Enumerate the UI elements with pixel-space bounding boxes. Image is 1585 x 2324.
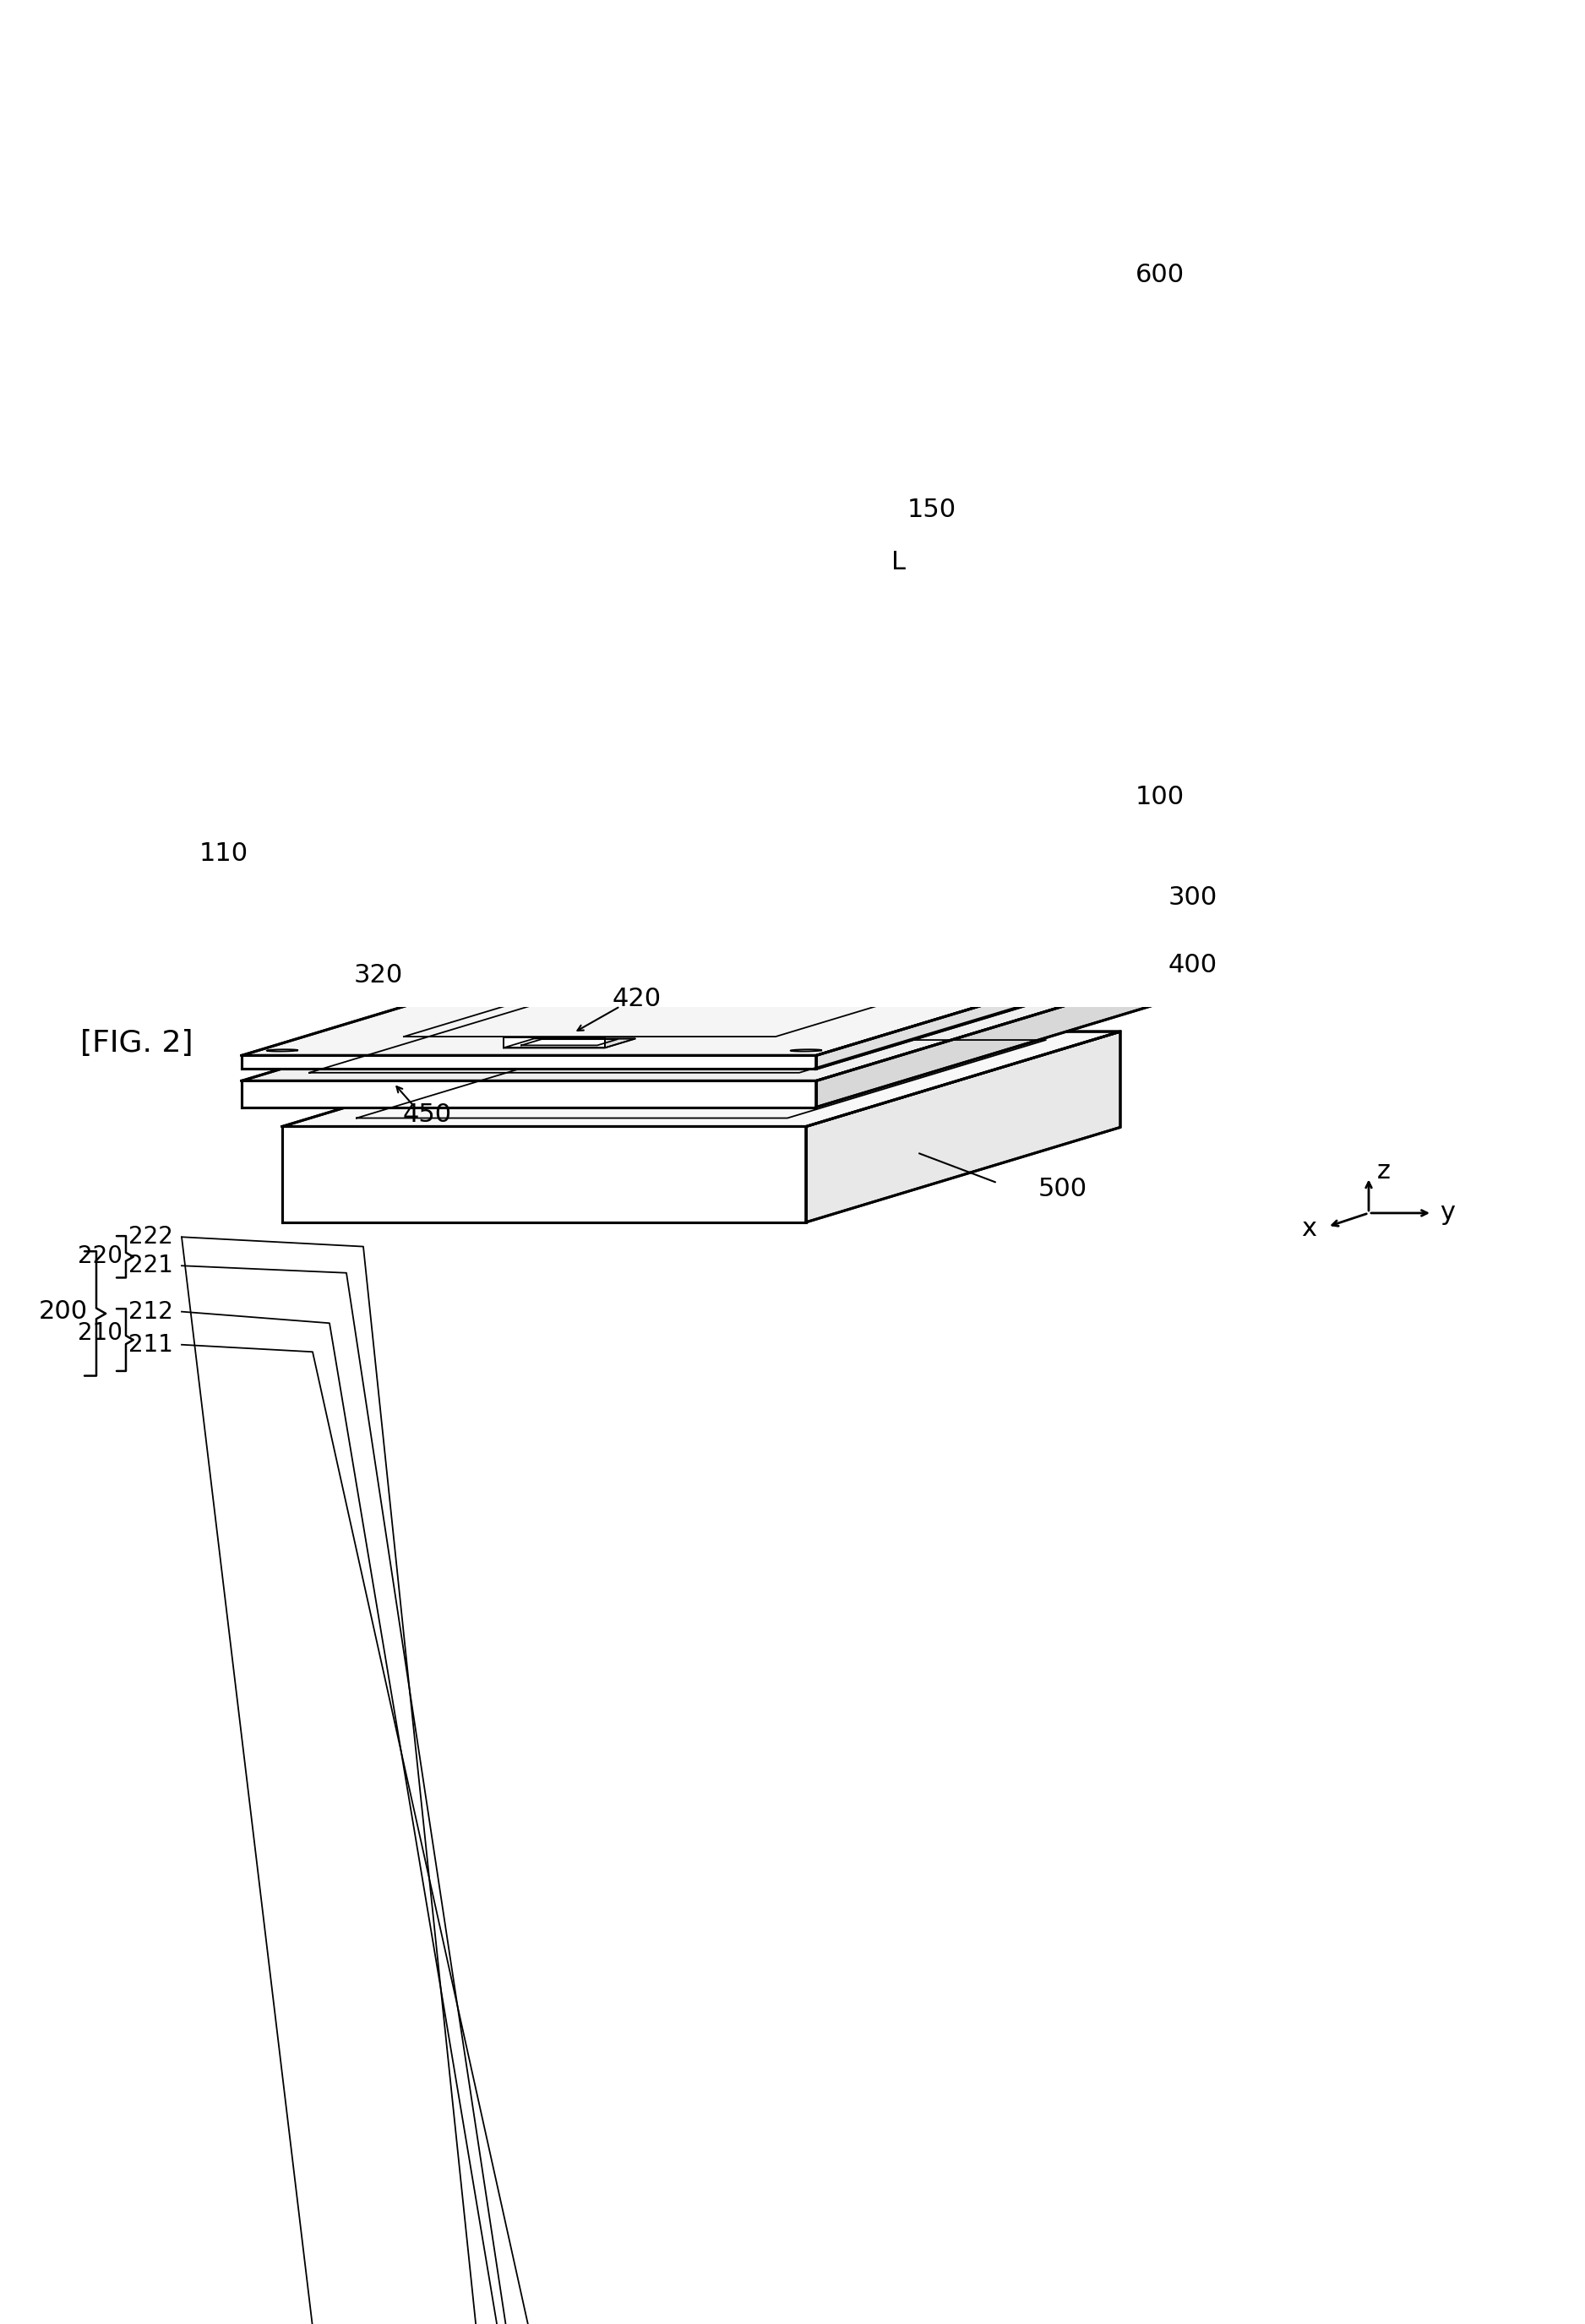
- Polygon shape: [579, 797, 655, 804]
- Polygon shape: [748, 848, 799, 881]
- Polygon shape: [574, 976, 656, 983]
- Polygon shape: [708, 644, 732, 690]
- Polygon shape: [507, 755, 896, 781]
- Polygon shape: [1002, 772, 1052, 804]
- Polygon shape: [537, 639, 865, 658]
- Polygon shape: [598, 644, 699, 653]
- Polygon shape: [468, 367, 599, 376]
- Text: 110: 110: [200, 841, 249, 867]
- Polygon shape: [357, 309, 615, 495]
- Polygon shape: [369, 709, 785, 727]
- Polygon shape: [629, 765, 655, 804]
- Polygon shape: [282, 370, 807, 504]
- Polygon shape: [325, 874, 401, 881]
- Polygon shape: [861, 644, 962, 653]
- Text: 400: 400: [1168, 953, 1217, 978]
- Polygon shape: [241, 1081, 816, 1106]
- Polygon shape: [325, 848, 376, 881]
- Polygon shape: [529, 827, 873, 851]
- Polygon shape: [472, 974, 533, 983]
- Text: 320: 320: [353, 962, 403, 988]
- Polygon shape: [807, 1032, 1121, 1222]
- Text: 300: 300: [1168, 885, 1217, 909]
- Polygon shape: [241, 976, 1160, 1081]
- Polygon shape: [369, 634, 1032, 709]
- Polygon shape: [472, 976, 555, 983]
- Polygon shape: [816, 885, 1160, 1002]
- Polygon shape: [241, 951, 1160, 1055]
- Polygon shape: [816, 976, 1160, 1106]
- Polygon shape: [282, 1127, 807, 1222]
- Polygon shape: [376, 841, 401, 881]
- Polygon shape: [708, 493, 732, 546]
- Polygon shape: [721, 367, 853, 376]
- Polygon shape: [282, 888, 807, 925]
- Polygon shape: [282, 1032, 1121, 1127]
- Polygon shape: [552, 851, 724, 867]
- Polygon shape: [441, 693, 542, 700]
- Text: 222: 222: [128, 1225, 173, 1248]
- Text: 150: 150: [907, 497, 956, 523]
- Polygon shape: [579, 772, 629, 804]
- Polygon shape: [327, 878, 393, 892]
- Polygon shape: [567, 832, 835, 848]
- Polygon shape: [282, 792, 1121, 888]
- Polygon shape: [785, 634, 1032, 727]
- Text: [FIG. 2]: [FIG. 2]: [81, 1030, 193, 1057]
- Polygon shape: [504, 1039, 636, 1048]
- Polygon shape: [670, 500, 708, 546]
- Text: 500: 500: [1038, 1176, 1087, 1202]
- Polygon shape: [670, 683, 732, 690]
- Polygon shape: [507, 660, 896, 683]
- Text: x: x: [1301, 1218, 1317, 1241]
- Polygon shape: [545, 758, 856, 779]
- Polygon shape: [807, 274, 1121, 504]
- Text: 221: 221: [128, 1255, 173, 1278]
- Polygon shape: [670, 651, 708, 690]
- Text: 100: 100: [1135, 786, 1184, 809]
- Text: 212: 212: [128, 1299, 173, 1322]
- Text: 200: 200: [38, 1299, 87, 1322]
- Polygon shape: [702, 693, 804, 700]
- Polygon shape: [327, 872, 347, 892]
- Polygon shape: [1052, 765, 1078, 804]
- Polygon shape: [816, 951, 1160, 1069]
- Polygon shape: [241, 990, 816, 1002]
- Polygon shape: [1002, 797, 1078, 804]
- Text: z: z: [1377, 1160, 1390, 1183]
- Polygon shape: [807, 792, 1121, 925]
- Polygon shape: [282, 274, 1121, 370]
- Polygon shape: [574, 974, 634, 983]
- Polygon shape: [799, 841, 824, 881]
- Polygon shape: [560, 539, 843, 555]
- Text: 210: 210: [78, 1320, 122, 1346]
- Polygon shape: [537, 532, 865, 553]
- Text: 600: 600: [1135, 263, 1184, 288]
- Polygon shape: [357, 309, 1046, 388]
- Polygon shape: [514, 827, 678, 851]
- Text: 420: 420: [612, 988, 661, 1011]
- Text: 211: 211: [128, 1334, 173, 1357]
- Text: L: L: [892, 551, 907, 574]
- Polygon shape: [504, 1037, 605, 1048]
- Polygon shape: [327, 872, 414, 878]
- Polygon shape: [748, 874, 824, 881]
- Polygon shape: [357, 388, 788, 495]
- Text: 220: 220: [78, 1243, 122, 1269]
- Polygon shape: [241, 885, 1160, 990]
- Polygon shape: [241, 1055, 816, 1069]
- Text: y: y: [1439, 1202, 1455, 1225]
- Text: 450: 450: [403, 1102, 452, 1127]
- Polygon shape: [724, 827, 889, 851]
- Polygon shape: [670, 493, 732, 500]
- Polygon shape: [678, 811, 851, 827]
